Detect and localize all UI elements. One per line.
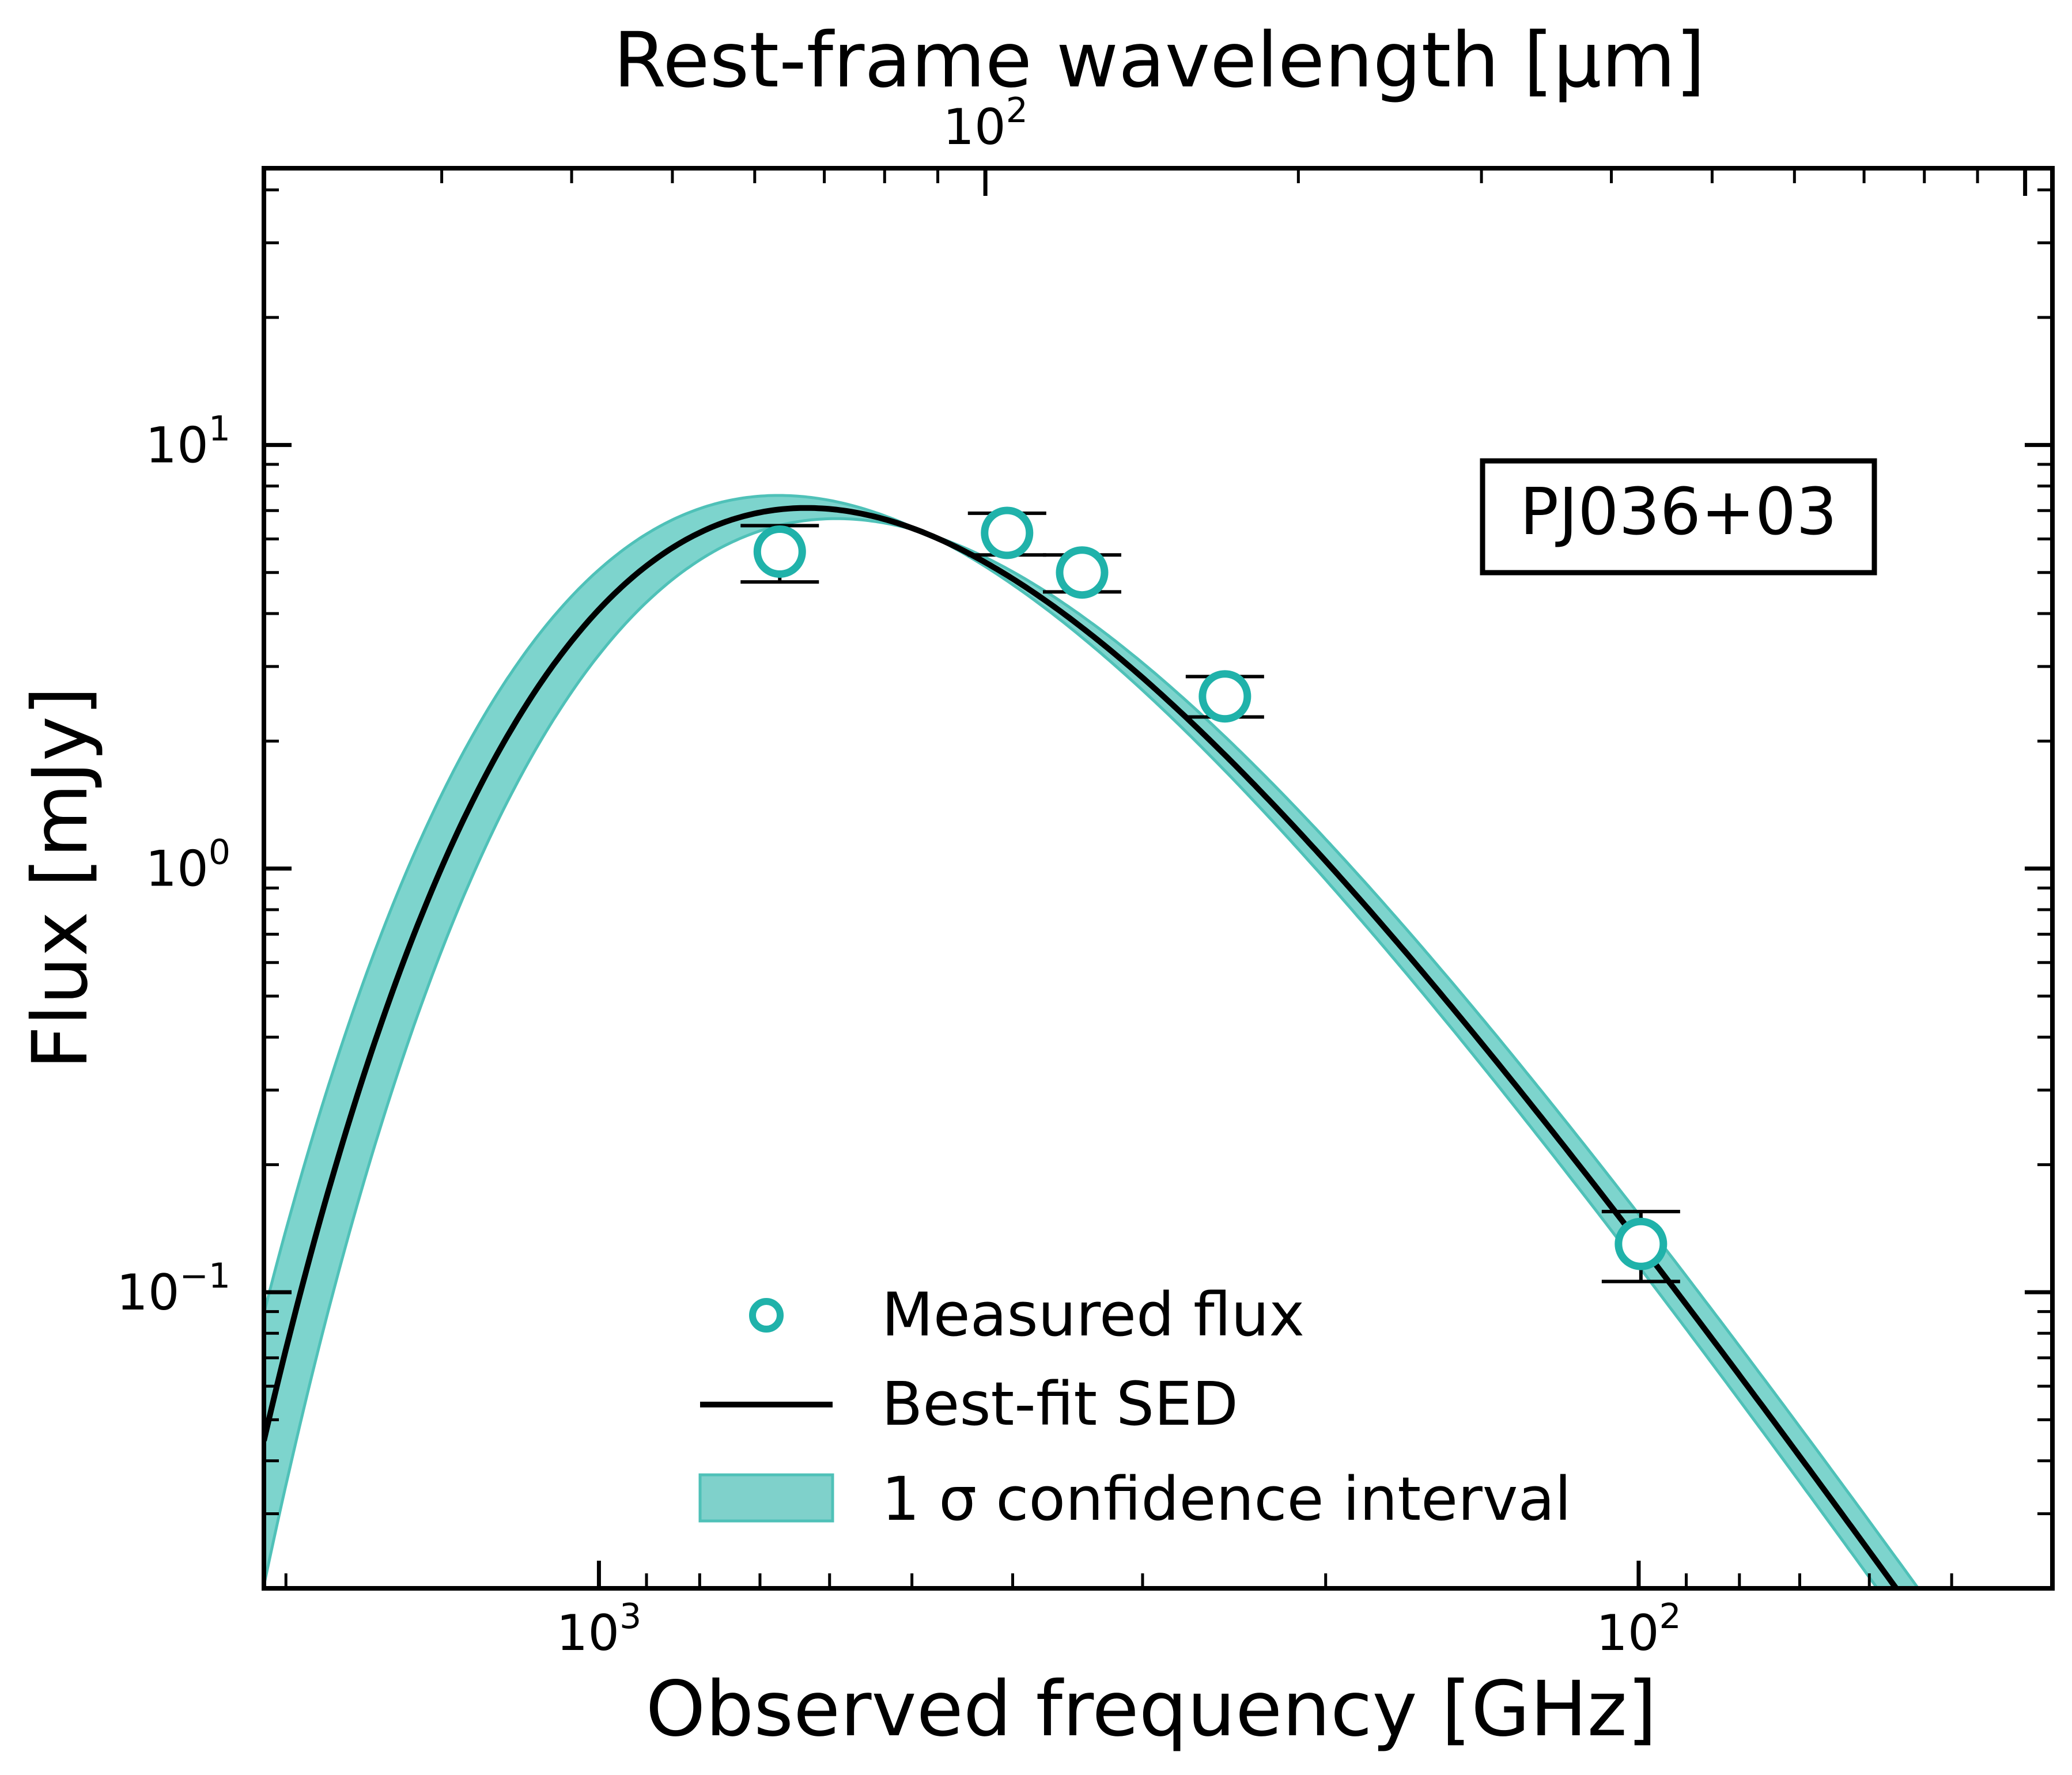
measured-points-layer: [740, 506, 1680, 1284]
confidence-band-layer: [264, 494, 1920, 1588]
x-tick-label-1: 102: [1596, 1596, 1681, 1662]
x-tick-label-1-exponent: 2: [1659, 1596, 1681, 1637]
top-axis-title: Rest-frame wavelength [μm]: [614, 16, 1706, 105]
legend-marker-measured: [749, 1298, 784, 1333]
legend-label-bestfit: Best-fit SED: [882, 1369, 1238, 1439]
y-tick-label-0-exponent: 1: [209, 408, 230, 449]
top-tick-label-0-exponent: 2: [1006, 90, 1028, 131]
annotation-box: [1480, 458, 1877, 576]
legend-label-confidence: 1 σ confidence interval: [882, 1464, 1571, 1534]
x-tick-label-0-exponent: 3: [619, 1596, 641, 1637]
x-tick-label-0: 103: [557, 1596, 642, 1662]
y-tick-label-2: 10−1: [116, 1256, 230, 1322]
y-tick-label-1-exponent: 0: [209, 832, 230, 873]
y-tick-label-1: 100: [145, 832, 230, 898]
y-tick-label-0: 101: [145, 408, 230, 474]
legend-label-measured: Measured flux: [882, 1280, 1305, 1350]
plot-frame: [262, 166, 2055, 1591]
x-tick-label-1-mantissa: 10: [1596, 1604, 1659, 1662]
labels-layer: Observed frequency [GHz] Rest-frame wave…: [16, 16, 1706, 1754]
best-fit-layer: [264, 505, 1900, 1588]
y-tick-label-0-mantissa: 10: [145, 417, 208, 474]
x-tick-label-0-mantissa: 10: [557, 1604, 619, 1662]
confidence-band: [264, 494, 1920, 1588]
data-point-4: [1615, 1217, 1668, 1270]
x-axis-title: Observed frequency [GHz]: [646, 1665, 1657, 1754]
legend-patch-confidence: [698, 1473, 834, 1523]
best-fit-curve: [264, 505, 1900, 1588]
data-point-3: [1198, 670, 1251, 723]
y-tick-label-1-mantissa: 10: [145, 841, 208, 898]
top-tick-label-0: 102: [943, 90, 1028, 156]
top-tick-label-0-mantissa: 10: [943, 99, 1005, 156]
annotation-label: PJ036+03: [1520, 475, 1837, 550]
y-tick-label-2-exponent: −1: [180, 1256, 230, 1296]
data-point-2: [1056, 546, 1109, 599]
annotation-layer: PJ036+03: [1480, 458, 1877, 576]
data-point-1: [981, 506, 1034, 559]
data-point-0: [753, 525, 806, 578]
y-tick-label-2-mantissa: 10: [116, 1264, 179, 1322]
legend: Measured flux Best-fit SED 1 σ confidenc…: [698, 1280, 1571, 1534]
y-axis-title: Flux [mJy]: [16, 687, 105, 1070]
